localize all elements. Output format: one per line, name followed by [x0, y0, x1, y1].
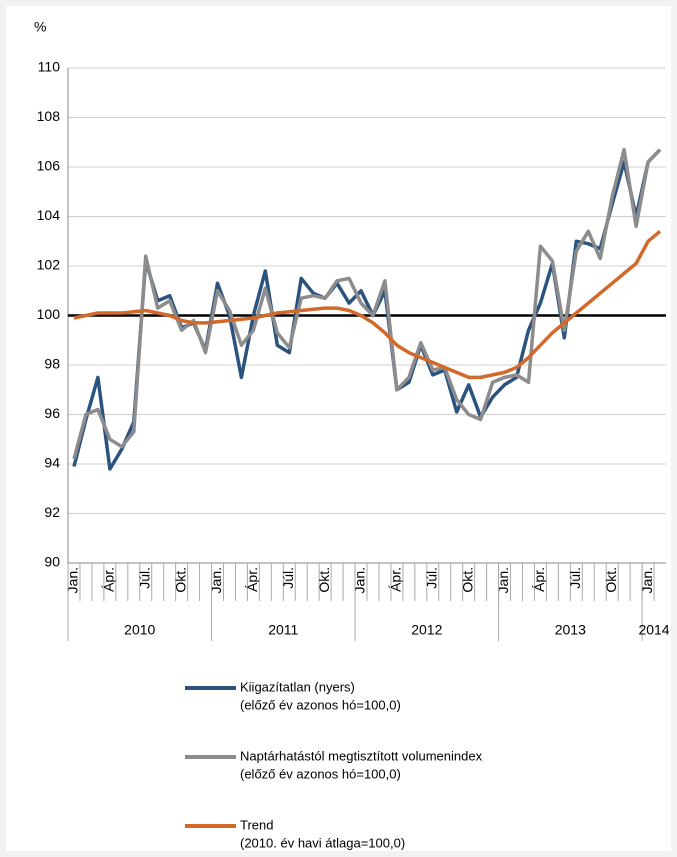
y-tick-label: 106	[37, 158, 61, 174]
x-tick-label: Okt.	[316, 567, 332, 593]
x-tick-label: Jan.	[495, 567, 511, 593]
legend-description: (előző év azonos hó=100,0)	[240, 697, 401, 712]
y-tick-label: 100	[37, 306, 61, 322]
x-tick-label: Ápr.	[101, 567, 117, 592]
y-unit-label: %	[34, 19, 46, 35]
x-tick-label: Júl.	[280, 567, 296, 589]
y-tick-label: 96	[44, 405, 60, 421]
series-line	[72, 147, 662, 460]
year-label: 2010	[124, 622, 155, 638]
year-label: 2013	[555, 622, 586, 638]
series-line	[73, 229, 662, 380]
x-tick-label: Ápr.	[531, 567, 547, 592]
legend-description: (előző év azonos hó=100,0)	[240, 766, 401, 781]
year-label: 2012	[411, 622, 442, 638]
y-tick-label: 92	[44, 504, 60, 520]
legend-label: Kiigazítatlan (nyers)	[240, 679, 355, 694]
x-tick-label: Okt.	[172, 567, 188, 593]
y-tick-label: 108	[37, 108, 61, 124]
x-tick-label: Júl.	[136, 567, 152, 589]
y-tick-label: 110	[38, 59, 61, 75]
panel	[6, 6, 671, 851]
legend-description: (2010. év havi átlaga=100,0)	[240, 835, 405, 850]
year-label: 2014	[638, 622, 669, 638]
year-label: 2011	[268, 622, 298, 638]
x-tick-label: Júl.	[423, 567, 439, 589]
y-tick-label: 102	[37, 257, 61, 273]
legend-label: Trend	[240, 817, 273, 832]
x-tick-label: Okt.	[459, 567, 475, 593]
x-tick-label: Jan.	[65, 567, 81, 593]
x-tick-label: Jan.	[208, 567, 224, 593]
x-tick-label: Jan.	[352, 567, 368, 593]
y-tick-label: 104	[37, 207, 61, 223]
x-tick-label: Ápr.	[388, 567, 404, 592]
legend-label: Naptárhatástól megtisztított volumeninde…	[240, 748, 483, 763]
y-tick-label: 94	[44, 455, 60, 471]
x-tick-label: Júl.	[567, 567, 583, 589]
y-tick-label: 98	[44, 356, 60, 372]
y-tick-label: 90	[44, 554, 60, 570]
x-tick-label: Ápr.	[244, 567, 260, 592]
x-tick-label: Jan.	[639, 567, 655, 593]
x-tick-label: Okt.	[603, 567, 619, 593]
